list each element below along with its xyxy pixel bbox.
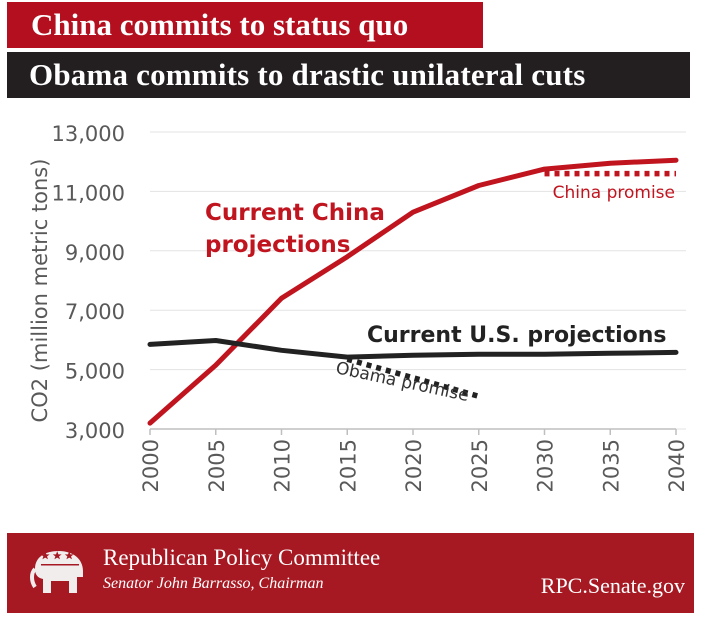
- title-china-banner: China commits to status quo: [7, 2, 483, 48]
- us-current-line: [147, 338, 679, 360]
- y-tick-label: 3,000: [65, 419, 125, 443]
- x-tick-label: 2010: [271, 439, 295, 492]
- organization-name: Republican Policy Committee: [103, 545, 381, 570]
- x-tick-label: 2015: [336, 439, 360, 492]
- y-tick-label: 7,000: [65, 300, 125, 324]
- y-tick-label: 9,000: [65, 241, 125, 265]
- title-us-banner: Obama commits to drastic unilateral cuts: [7, 52, 690, 98]
- obama-promise-label: Obama promise: [334, 358, 471, 406]
- y-tick-label: 13,000: [52, 122, 125, 146]
- china-current-label: Current China: [205, 200, 385, 226]
- x-tick-label: 2035: [599, 439, 623, 492]
- footer-banner: Republican Policy Committee Senator John…: [7, 533, 694, 613]
- y-axis-label: CO2 (million metric tons): [28, 159, 52, 423]
- elephant-logo-icon: [30, 551, 83, 593]
- x-tick-label: 2020: [402, 439, 426, 492]
- china-current-label: projections: [205, 232, 350, 258]
- x-tick-label: 2000: [139, 439, 163, 492]
- chairman-line: Senator John Barrasso, Chairman: [103, 575, 324, 592]
- china-promise-label: China promise: [553, 183, 675, 203]
- website-link[interactable]: RPC.Senate.gov: [540, 573, 685, 598]
- x-tick-label: 2030: [534, 439, 558, 492]
- us-current-label: Current U.S. projections: [367, 323, 667, 348]
- co2-line-chart: 3,000 5,000 7,000 9,000 11,000 13,000 2000 2005…: [28, 122, 689, 492]
- obama-promise-line: [346, 356, 480, 399]
- x-tick-label: 2025: [468, 439, 492, 492]
- y-tick-label: 5,000: [65, 360, 125, 384]
- y-tick-label: 11,000: [52, 181, 125, 205]
- x-tick-label: 2040: [665, 439, 689, 492]
- x-tick-label: 2005: [205, 439, 229, 492]
